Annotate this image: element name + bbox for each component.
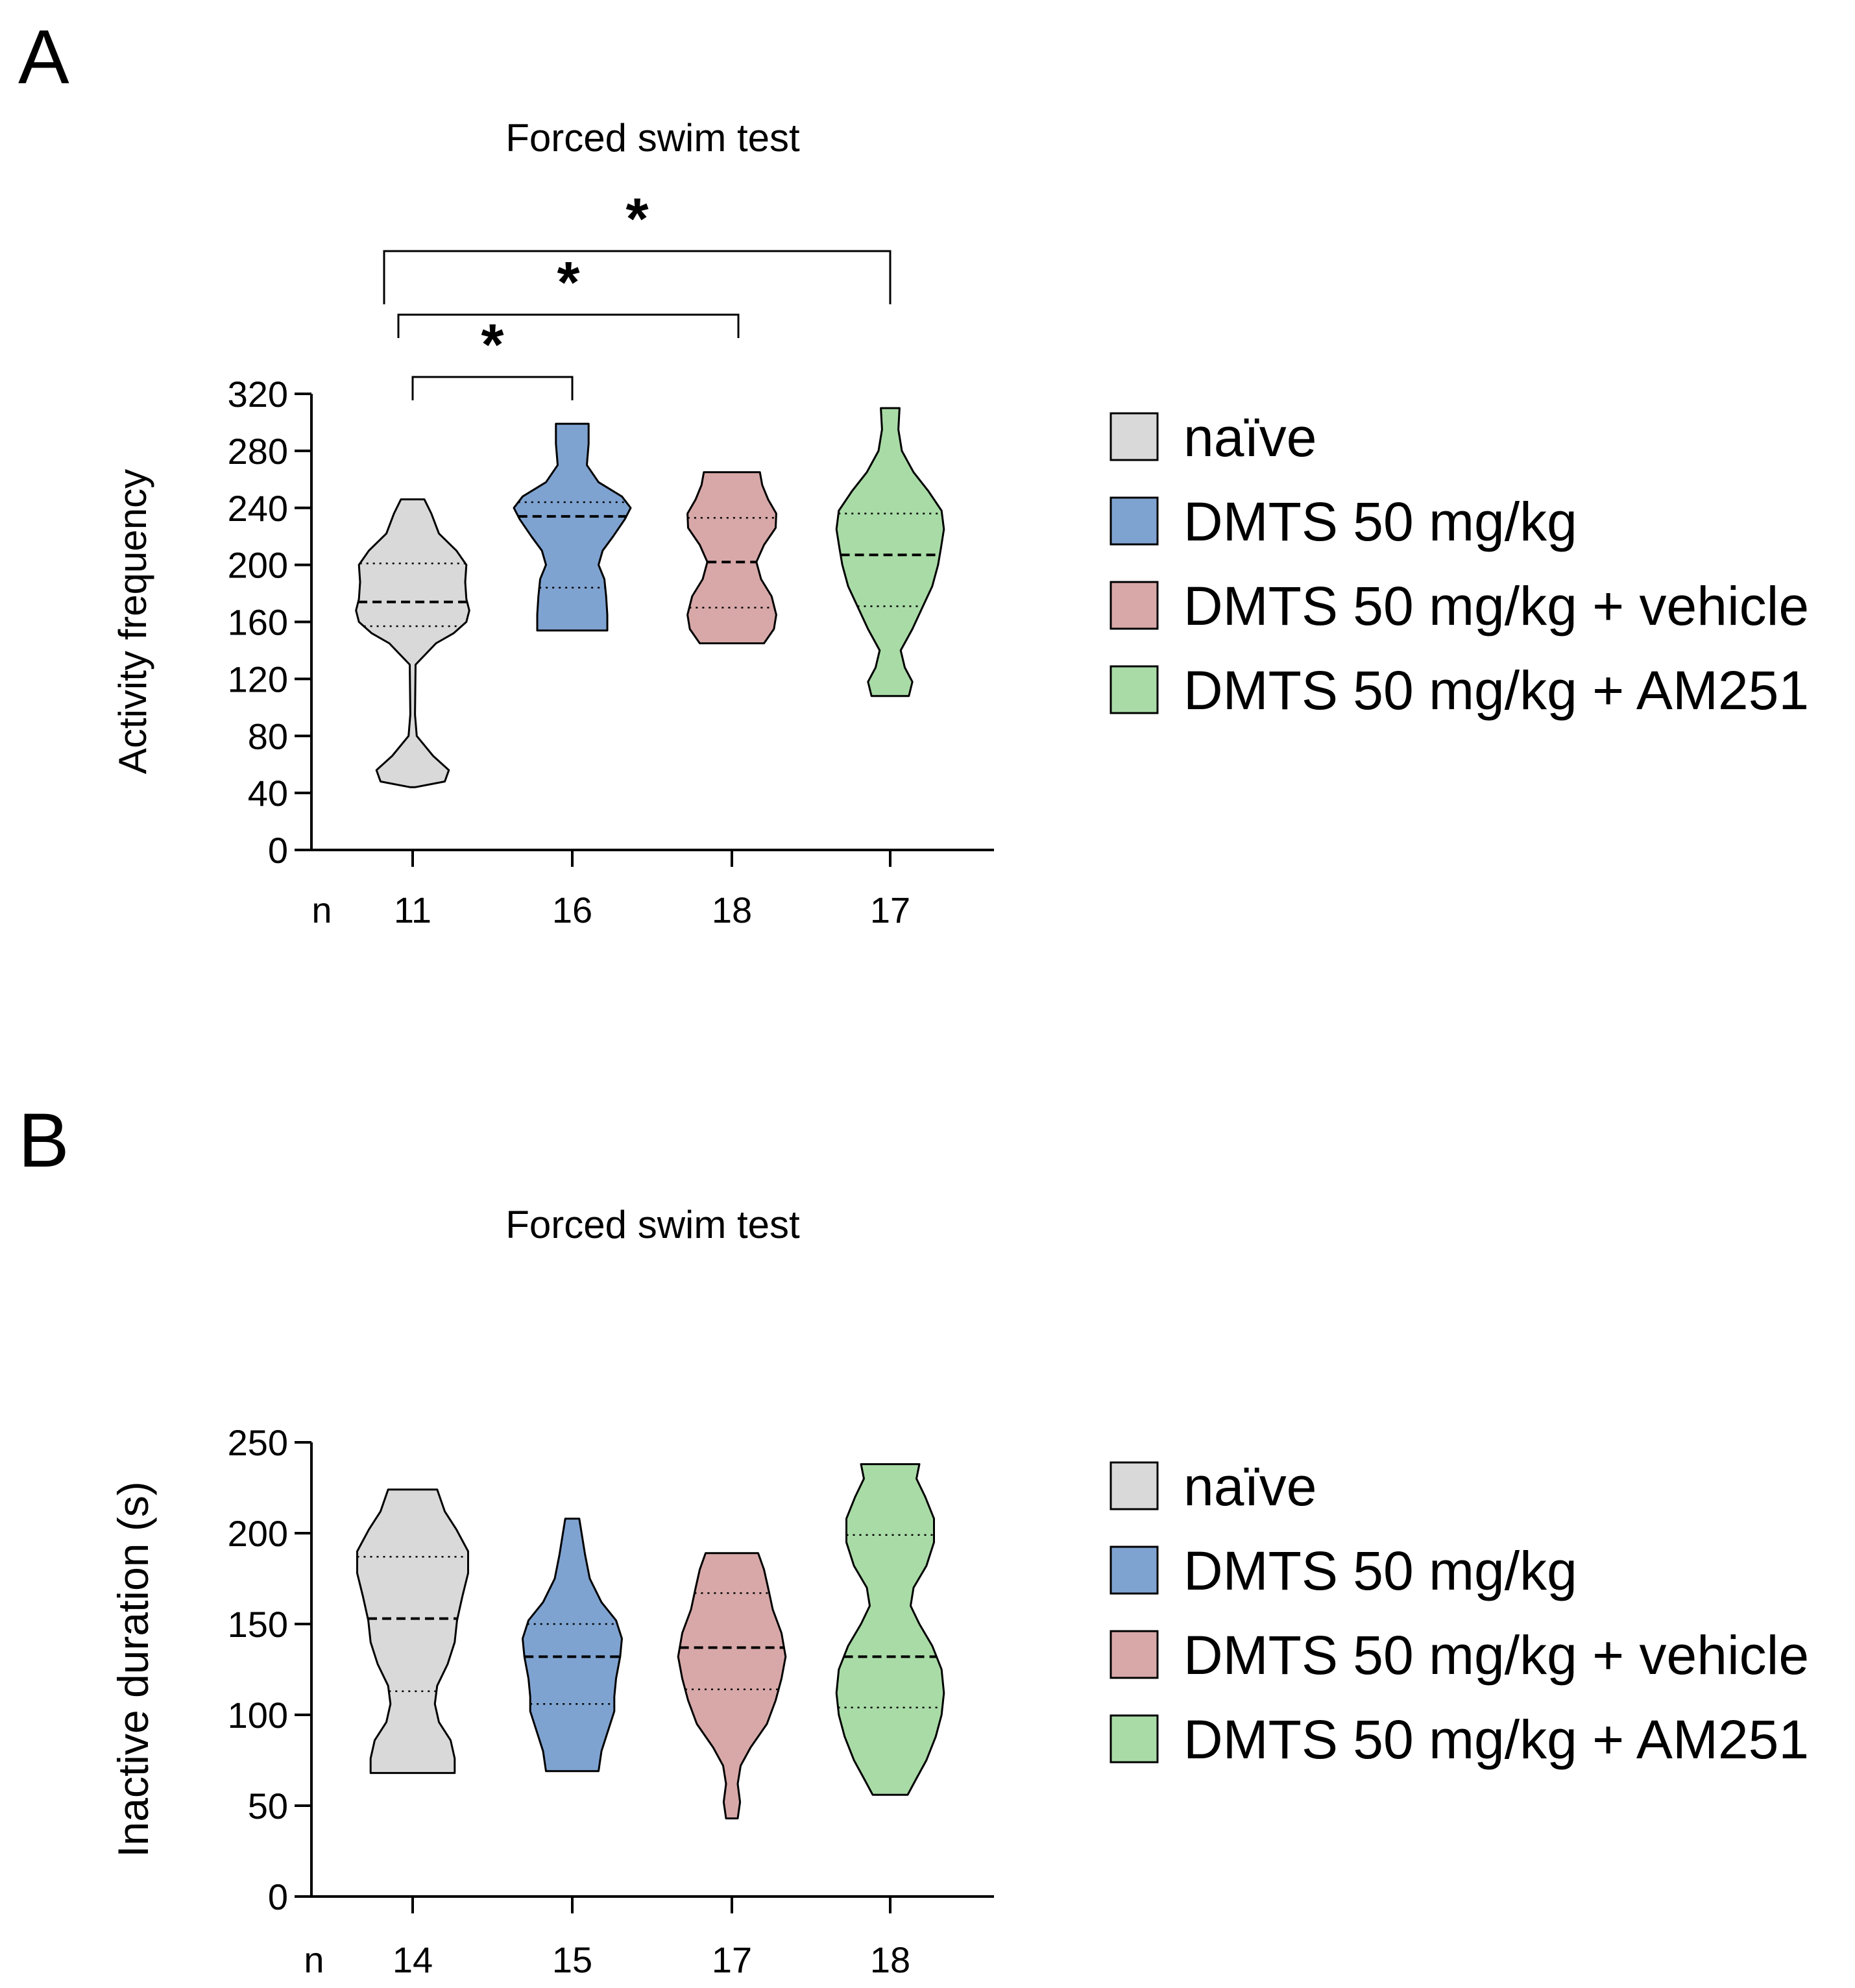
y-tick-label: 200: [228, 1513, 288, 1554]
violin-4: [835, 1463, 945, 1796]
y-tick-label: 200: [228, 545, 288, 586]
y-tick-label: 100: [228, 1695, 288, 1736]
legend-label: naïve: [1183, 1456, 1317, 1517]
n-label: 17: [870, 890, 910, 930]
panel-b: B Forced swim test 0 50 100 150 200 250 14 15 17…: [18, 1098, 1809, 1980]
n-label: 14: [393, 1939, 433, 1980]
legend-swatch: [1109, 496, 1159, 546]
n-label: 18: [712, 890, 752, 930]
n-row-label: n: [304, 1939, 324, 1980]
legend-label: DMTS 50 mg/kg + AM251: [1183, 1709, 1809, 1770]
legend-label: DMTS 50 mg/kg: [1183, 1540, 1577, 1601]
n-label: 16: [552, 890, 592, 930]
panel-a-label: A: [18, 14, 69, 100]
legend-label: DMTS 50 mg/kg + vehicle: [1183, 1625, 1809, 1686]
panel-a: A Forced swim test 0 40 80 120 160 200 240 280 3…: [18, 14, 1809, 930]
y-tick-label: 320: [228, 374, 288, 415]
y-tick-label: 120: [228, 659, 288, 699]
violin-4: [835, 407, 945, 697]
legend-swatch: [1109, 581, 1159, 630]
legend-label: naïve: [1183, 407, 1317, 468]
panel-a-plot: 0 40 80 120 160 200 240 280 320 11 16 18 17 n Activity…: [111, 187, 1809, 930]
legend-swatch: [1109, 1461, 1159, 1510]
significance-star: *: [625, 187, 648, 252]
y-tick-label: 50: [248, 1786, 288, 1826]
legend-label: DMTS 50 mg/kg + AM251: [1183, 660, 1809, 721]
significance-bracket: [383, 250, 891, 304]
y-tick-label: 250: [228, 1422, 288, 1463]
legend-label: DMTS 50 mg/kg + vehicle: [1183, 576, 1809, 636]
n-label: 18: [870, 1939, 910, 1980]
violin-3: [677, 1552, 787, 1820]
significance-bracket: [411, 376, 574, 400]
y-tick-label: 280: [228, 431, 288, 472]
violin-1: [356, 1488, 469, 1775]
panel-b-title: Forced swim test: [505, 1203, 800, 1246]
violin-2: [522, 1518, 623, 1773]
legend-swatch: [1109, 1630, 1159, 1679]
y-axis-label: Inactive duration (s): [109, 1481, 157, 1858]
y-tick-label: 0: [268, 830, 288, 871]
y-tick-label: 240: [228, 488, 288, 529]
legend-swatch: [1109, 665, 1159, 714]
y-tick-label: 160: [228, 602, 288, 643]
y-axis-label: Activity frequency: [111, 469, 154, 774]
y-tick-label: 0: [268, 1876, 288, 1917]
legend-swatch: [1109, 412, 1159, 461]
y-tick-label: 40: [248, 773, 288, 814]
legend-label: DMTS 50 mg/kg: [1183, 491, 1577, 552]
violin-3: [686, 471, 777, 644]
n-label: 17: [712, 1939, 752, 1980]
n-label: 15: [552, 1939, 592, 1980]
panel-b-label: B: [18, 1098, 69, 1183]
n-row-label: n: [311, 890, 332, 930]
legend-swatch: [1109, 1546, 1159, 1595]
panel-b-plot: 0 50 100 150 200 250 14 15 17 18 n Inactive duratio…: [109, 1422, 1809, 1980]
significance-star: *: [481, 313, 503, 378]
significance-star: *: [557, 250, 579, 315]
y-tick-label: 150: [228, 1604, 288, 1645]
n-label: 11: [394, 890, 431, 930]
significance-bracket: [397, 313, 740, 338]
violin-2: [513, 422, 632, 632]
panel-a-title: Forced swim test: [505, 116, 800, 160]
legend-swatch: [1109, 1714, 1159, 1764]
y-tick-label: 80: [248, 716, 288, 757]
violin-1: [355, 498, 470, 788]
